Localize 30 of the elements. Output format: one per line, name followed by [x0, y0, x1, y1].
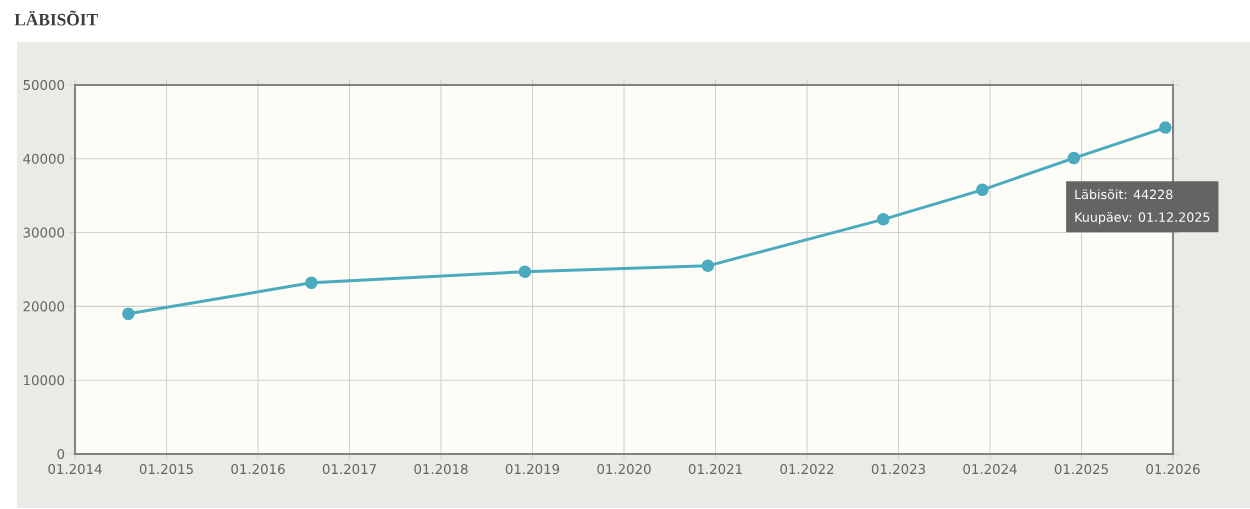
x-tick-label: 01.2016: [231, 464, 285, 475]
x-tick-label: 01.2019: [505, 464, 560, 475]
y-tick-label: 30000: [23, 227, 65, 238]
point: [976, 183, 989, 197]
y-tick-label: 20000: [23, 301, 65, 312]
x-tick-label: 01.2021: [688, 464, 742, 475]
point: [876, 213, 890, 226]
annotation: Läbisõit: 44228: [1075, 189, 1173, 200]
x-tick-label: 01.2026: [1146, 464, 1200, 475]
x-tick-label: 01.2024: [963, 464, 1017, 475]
chart-title: LÄBISÕIT: [14, 10, 98, 26]
y-tick-label: 40000: [23, 153, 65, 164]
x-tick-label: 01.2017: [322, 464, 376, 475]
point: [518, 265, 532, 278]
x-tick-label: 01.2022: [780, 464, 834, 475]
point: [701, 259, 715, 273]
y-tick-label: 50000: [23, 79, 65, 91]
annotation: Kuupäev: 01.12.2025: [1075, 212, 1210, 225]
x-tick-label: 01.2014: [48, 464, 102, 475]
point: [1159, 121, 1172, 134]
x-tick-label: 01.2020: [597, 464, 651, 475]
x-tick-label: 01.2023: [871, 464, 925, 475]
x-tick-label: 01.2018: [414, 464, 468, 475]
x-tick-label: 01.2015: [139, 464, 193, 475]
point: [305, 276, 318, 290]
y-tick-label: 0: [57, 448, 65, 460]
x-tick-label: 01.2025: [1054, 464, 1108, 475]
point: [122, 307, 135, 321]
y-tick-label: 10000: [24, 375, 65, 386]
point: [1067, 151, 1081, 165]
